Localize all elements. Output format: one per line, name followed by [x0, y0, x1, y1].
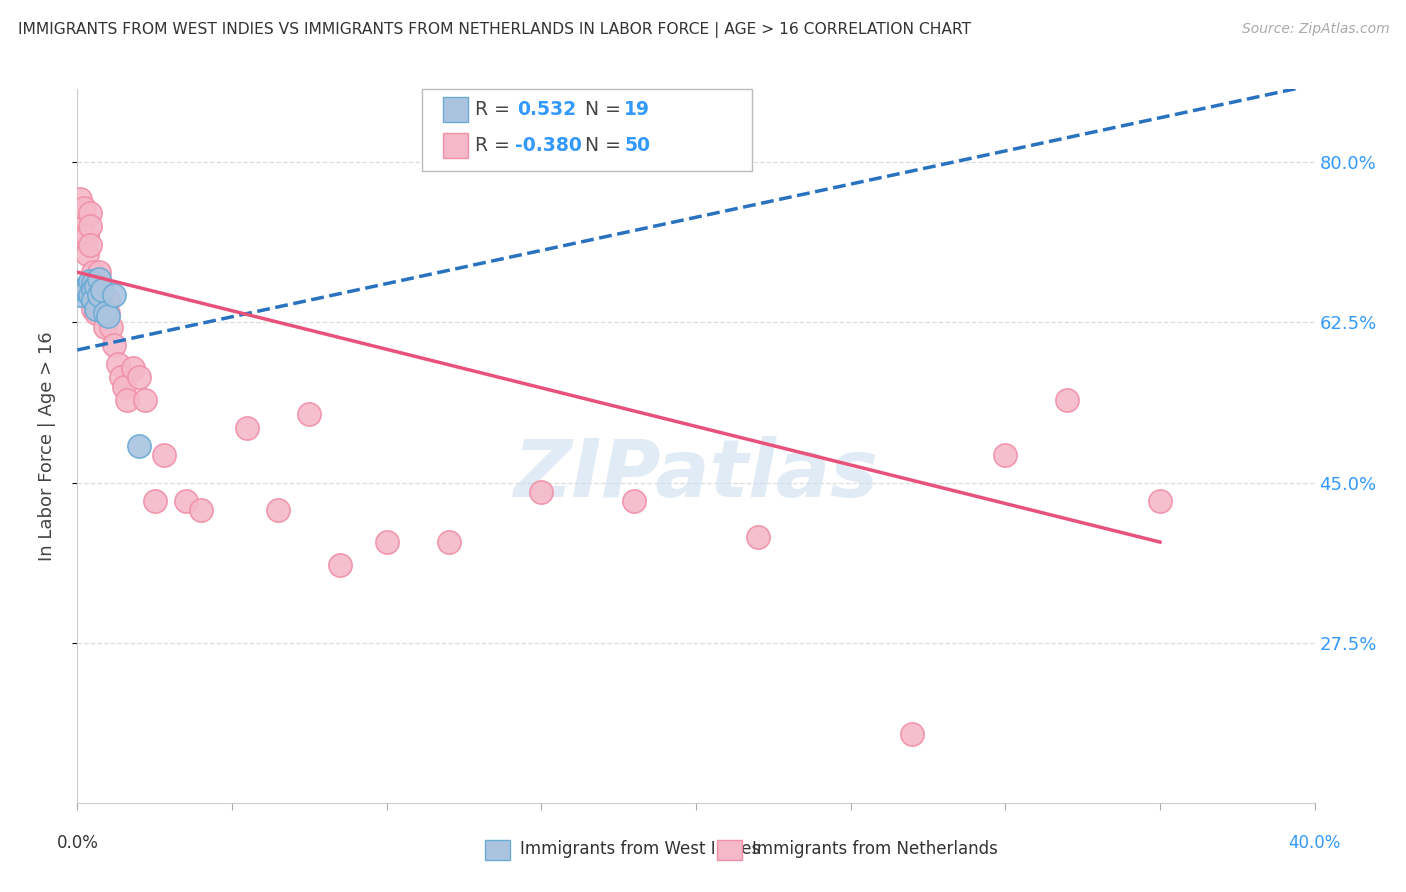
Point	[437, 535, 460, 549]
Point	[82, 284, 104, 298]
Text: N =: N =	[585, 136, 627, 155]
Point	[94, 301, 117, 316]
Point	[82, 265, 104, 279]
Text: IMMIGRANTS FROM WEST INDIES VS IMMIGRANTS FROM NETHERLANDS IN LABOR FORCE | AGE : IMMIGRANTS FROM WEST INDIES VS IMMIGRANT…	[18, 22, 972, 38]
Point	[298, 407, 321, 421]
Point	[82, 284, 104, 298]
Point	[79, 237, 101, 252]
Point	[79, 205, 101, 219]
Text: 50: 50	[624, 136, 650, 155]
Point	[79, 288, 101, 302]
Point	[87, 301, 110, 316]
Text: 40.0%: 40.0%	[1288, 834, 1341, 852]
Point	[72, 284, 94, 298]
Point	[79, 274, 101, 288]
Point	[82, 276, 104, 290]
Text: -0.380: -0.380	[515, 136, 582, 155]
Point	[87, 279, 110, 293]
Point	[91, 297, 114, 311]
Point	[1056, 393, 1078, 408]
Point	[747, 531, 769, 545]
Text: 0.532: 0.532	[517, 100, 576, 120]
Point	[174, 494, 197, 508]
Point	[654, 148, 676, 162]
Point	[69, 219, 91, 234]
Point	[267, 503, 290, 517]
Point	[84, 274, 107, 288]
Point	[72, 228, 94, 243]
Point	[79, 219, 101, 234]
Point	[84, 288, 107, 302]
Point	[122, 361, 145, 376]
Point	[100, 320, 122, 334]
Point	[84, 306, 107, 320]
Point	[87, 265, 110, 279]
Point	[82, 293, 104, 307]
Point	[153, 448, 176, 462]
Text: R =: R =	[475, 136, 516, 155]
Point	[97, 309, 120, 323]
Point	[901, 727, 924, 741]
Point	[76, 228, 98, 243]
Point	[69, 288, 91, 302]
Text: Source: ZipAtlas.com: Source: ZipAtlas.com	[1241, 22, 1389, 37]
Point	[84, 301, 107, 316]
Text: 0.0%: 0.0%	[56, 834, 98, 852]
Point	[91, 284, 114, 298]
Point	[69, 192, 91, 206]
Point	[530, 484, 553, 499]
Point	[128, 439, 150, 453]
Point	[107, 357, 129, 371]
Text: Immigrants from Netherlands: Immigrants from Netherlands	[752, 840, 998, 858]
Point	[103, 288, 125, 302]
Point	[236, 420, 259, 434]
Text: R =: R =	[475, 100, 516, 120]
Point	[76, 284, 98, 298]
Point	[87, 288, 110, 302]
Point	[82, 301, 104, 316]
Text: Immigrants from West Indies: Immigrants from West Indies	[520, 840, 761, 858]
Y-axis label: In Labor Force | Age > 16: In Labor Force | Age > 16	[38, 331, 56, 561]
Point	[329, 558, 352, 572]
Text: N =: N =	[585, 100, 627, 120]
Point	[143, 494, 166, 508]
Point	[1149, 494, 1171, 508]
Point	[103, 338, 125, 352]
Point	[97, 293, 120, 307]
Point	[112, 379, 135, 393]
Point	[623, 494, 645, 508]
Point	[110, 370, 132, 384]
Point	[76, 279, 98, 293]
Text: 19: 19	[624, 100, 650, 120]
Point	[994, 448, 1017, 462]
Point	[91, 284, 114, 298]
Point	[94, 320, 117, 334]
Point	[76, 247, 98, 261]
Point	[128, 370, 150, 384]
Point	[72, 201, 94, 215]
Text: ZIPatlas: ZIPatlas	[513, 435, 879, 514]
Point	[190, 503, 212, 517]
Point	[94, 306, 117, 320]
Point	[375, 535, 398, 549]
Point	[97, 306, 120, 320]
Point	[87, 272, 110, 286]
Point	[84, 279, 107, 293]
Point	[134, 393, 156, 408]
Point	[115, 393, 138, 408]
